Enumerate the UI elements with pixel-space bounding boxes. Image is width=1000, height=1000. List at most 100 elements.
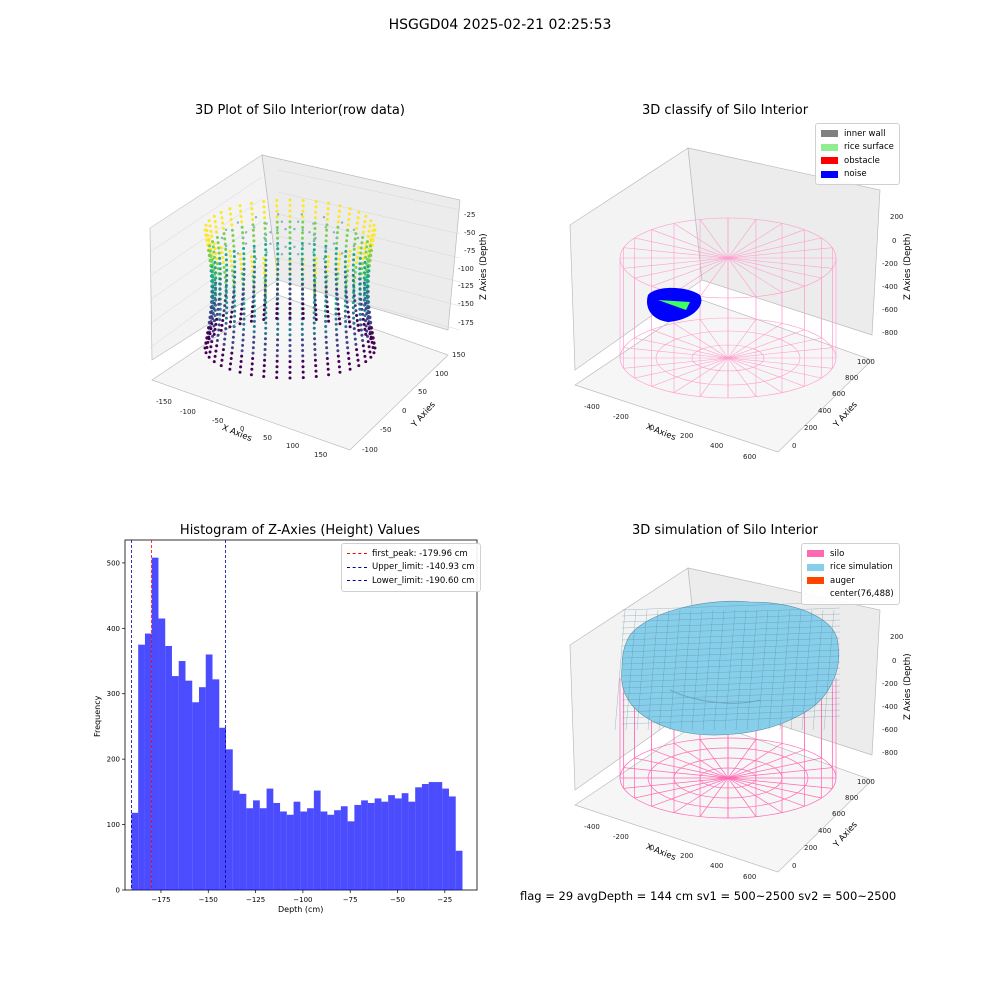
legend-swatch — [807, 550, 824, 558]
raw-point — [335, 333, 339, 337]
raw-point — [346, 346, 350, 350]
raw-point — [221, 314, 225, 318]
raw-point — [230, 305, 234, 309]
raw-point — [252, 335, 256, 339]
raw-point — [288, 302, 292, 306]
raw-point — [324, 234, 328, 238]
classify-ztick-5: -800 — [882, 329, 898, 337]
raw-point — [276, 236, 280, 240]
classify-ytick-2: 400 — [818, 407, 831, 415]
raw-point — [210, 295, 214, 299]
raw-3d-plot: -150 -100 -50 0 50 100 150 -100 -50 0 50… — [149, 154, 489, 459]
raw-point — [327, 255, 331, 259]
raw-point — [276, 252, 280, 256]
raw-point — [288, 220, 292, 224]
raw-point — [343, 309, 347, 313]
raw-point — [322, 257, 326, 260]
raw-point — [210, 340, 214, 344]
raw-point — [314, 317, 318, 321]
raw-point — [362, 349, 366, 353]
raw-point — [313, 286, 317, 290]
raw-point — [264, 263, 268, 267]
raw-point — [367, 229, 371, 233]
raw-point — [344, 255, 348, 259]
raw-point — [313, 293, 317, 297]
raw-point — [275, 226, 279, 230]
raw-xtick-2: -50 — [212, 417, 223, 425]
raw-point — [231, 239, 235, 243]
raw-point — [347, 254, 351, 258]
raw-point — [372, 351, 376, 355]
histogram-ytick-label: 500 — [107, 559, 120, 567]
raw-point — [334, 328, 338, 332]
raw-point — [210, 265, 214, 269]
raw-point — [212, 332, 216, 336]
raw-point — [356, 236, 360, 240]
raw-point — [347, 218, 351, 222]
raw-point — [263, 276, 267, 280]
raw-point — [229, 315, 233, 319]
raw-point — [276, 277, 280, 281]
raw-point — [344, 249, 348, 253]
histogram-bar — [421, 784, 429, 890]
raw-point — [335, 287, 339, 291]
raw-point — [223, 299, 227, 303]
raw-point — [213, 314, 217, 318]
raw-point — [230, 310, 234, 314]
raw-point — [352, 245, 356, 248]
raw-point — [344, 330, 348, 334]
raw-point — [332, 231, 336, 234]
raw-point — [337, 257, 341, 261]
raw-point — [288, 292, 292, 296]
raw-point — [369, 219, 373, 223]
classify-ztick-1: 0 — [892, 237, 896, 245]
raw-point — [325, 295, 329, 299]
raw-ztick-1: -50 — [464, 229, 475, 237]
simulation-ytick-3: 600 — [832, 810, 845, 818]
raw-point — [240, 349, 244, 353]
classify-noise-cluster — [646, 287, 702, 322]
classify-ylabel: Y Axies — [831, 400, 860, 431]
raw-point — [324, 265, 328, 269]
raw-point — [239, 317, 243, 321]
histogram-bar — [435, 782, 443, 890]
raw-point — [301, 292, 305, 296]
raw-point — [254, 216, 258, 219]
raw-point — [347, 212, 351, 216]
raw-point — [288, 209, 292, 213]
raw-point — [324, 325, 328, 329]
raw-point — [224, 245, 228, 248]
raw-point — [343, 270, 347, 274]
raw-point — [242, 236, 245, 240]
raw-point — [210, 270, 214, 274]
raw-point — [216, 307, 220, 311]
raw-point — [312, 253, 316, 257]
raw-point — [262, 375, 266, 379]
raw-point — [355, 314, 359, 318]
legend-swatch — [807, 563, 824, 571]
raw-point — [217, 297, 221, 301]
raw-point — [314, 205, 318, 209]
wire-line — [727, 757, 822, 779]
raw-point — [288, 252, 292, 256]
grid-line — [277, 279, 461, 331]
raw-point — [351, 311, 355, 315]
raw-point — [238, 322, 242, 326]
raw-point — [275, 302, 279, 306]
histogram-bar — [448, 796, 456, 890]
raw-point — [251, 228, 255, 232]
mesh-line — [621, 673, 841, 683]
raw-point — [242, 246, 246, 250]
histogram-bar — [381, 801, 389, 890]
mesh-line — [823, 609, 835, 731]
raw-point — [368, 332, 372, 336]
wire-line — [727, 767, 833, 779]
raw-point — [357, 210, 361, 214]
raw-point — [276, 242, 280, 246]
raw-point — [325, 356, 329, 360]
raw-point — [280, 253, 284, 256]
raw-point — [288, 287, 292, 291]
raw-point — [336, 225, 340, 229]
raw-point — [228, 249, 232, 253]
raw-point — [223, 337, 227, 341]
